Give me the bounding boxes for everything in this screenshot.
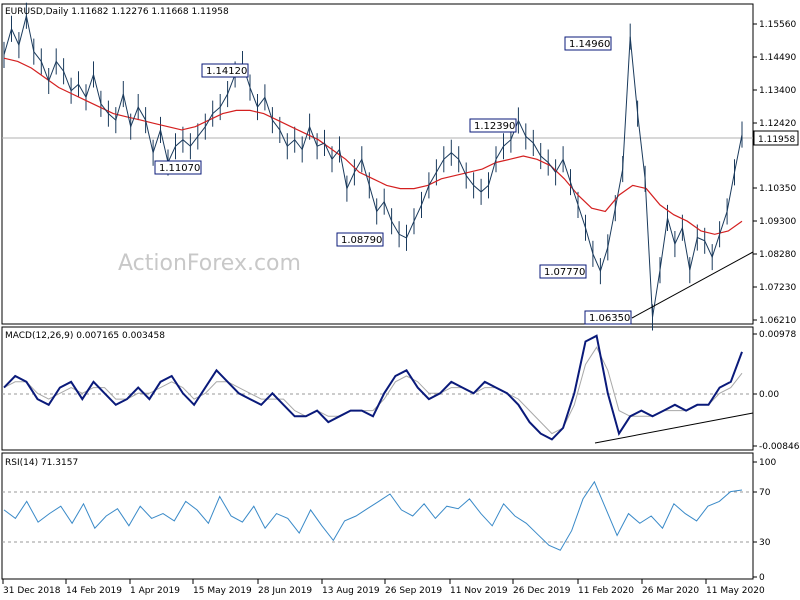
main-chart-title: EURUSD,Daily 1.11682 1.12276 1.11668 1.1…: [5, 7, 229, 17]
x-tick-label: 1 Apr 2019: [130, 586, 180, 596]
watermark-text: ActionForex.com: [118, 251, 301, 276]
y-tick-label: 1.06210: [759, 316, 796, 326]
x-tick-label: 26 Sep 2019: [385, 586, 442, 596]
annotation-box: [201, 63, 249, 78]
x-axis: 31 Dec 2018 14 Feb 2019 1 Apr 2019 15 May 2…: [2, 579, 765, 596]
y-tick-label: 100: [759, 458, 776, 468]
annotation-label: 1.06350: [589, 313, 630, 324]
price-y-axis: 1.15560 1.14490 1.13400 1.12420 1.10350 1.093…: [753, 20, 796, 326]
x-tick-label: 14 Feb 2019: [66, 586, 122, 596]
x-tick-label: 26 Mar 2020: [642, 586, 699, 596]
price-series-line: [3, 15, 743, 318]
macd-trendline: [594, 412, 754, 444]
x-tick-label: 11 May 2020: [706, 586, 765, 596]
current-price-tag: [753, 130, 799, 146]
y-tick-label: 1.07230: [759, 283, 796, 293]
y-tick-label: 0.00978: [759, 330, 796, 340]
annotation-box: [154, 160, 202, 175]
rsi-title: RSI(14) 71.3157: [5, 458, 78, 468]
current-price-label: 1.11958: [758, 135, 795, 145]
x-tick-label: 13 Aug 2019: [322, 586, 380, 596]
y-tick-label: 1.15560: [759, 20, 796, 30]
y-tick-label: 1.14490: [759, 53, 796, 63]
annotation-label: 1.08790: [341, 235, 382, 246]
y-tick-label: 0: [759, 573, 765, 583]
y-tick-label: 1.09300: [759, 217, 796, 227]
macd-title: MACD(12,26,9) 0.007165 0.003458: [5, 331, 165, 341]
macd-line: [3, 334, 743, 441]
rsi-y-axis: 100 70 30 0: [753, 458, 776, 583]
annotation-label: 1.11070: [159, 163, 200, 174]
y-tick-label: 1.12420: [759, 119, 796, 129]
macd-pane-border: [1, 326, 754, 451]
y-tick-label: 70: [759, 488, 771, 498]
y-tick-label: -0.008464: [759, 442, 800, 452]
x-tick-label: 11 Feb 2020: [578, 586, 634, 596]
x-tick-label: 28 Jun 2019: [258, 586, 312, 596]
annotation-box: [584, 310, 632, 325]
annotation-box: [564, 36, 612, 51]
annotation-label: 1.14960: [569, 39, 610, 50]
y-tick-label: 0.00: [759, 390, 779, 400]
annotation-label: 1.14120: [206, 66, 247, 77]
x-tick-label: 26 Dec 2019: [513, 586, 571, 596]
y-tick-label: 1.10350: [759, 184, 796, 194]
x-tick-label: 15 May 2019: [193, 586, 252, 596]
macd-y-axis: 0.00978 0.00 -0.008464: [753, 330, 800, 452]
annotation-label: 1.12390: [474, 121, 515, 132]
y-tick-label: 1.08280: [759, 250, 796, 260]
price-pane-border: [1, 3, 754, 325]
rsi-line: [3, 480, 743, 551]
price-trendline: [631, 251, 754, 319]
y-tick-label: 30: [759, 538, 771, 548]
y-tick-label: 1.13400: [759, 86, 796, 96]
annotations: 1.14120 1.11070 1.08790 1.12390 1.07770 1.149…: [154, 36, 632, 325]
moving-average-line: [3, 57, 743, 235]
annotation-box: [336, 232, 384, 247]
rsi-pane-border: [1, 452, 754, 580]
x-tick-label: 11 Nov 2019: [450, 586, 508, 596]
annotation-box: [539, 264, 587, 279]
annotation-label: 1.07770: [544, 267, 585, 278]
x-tick-label: 31 Dec 2018: [3, 586, 61, 596]
annotation-box: [469, 118, 517, 133]
